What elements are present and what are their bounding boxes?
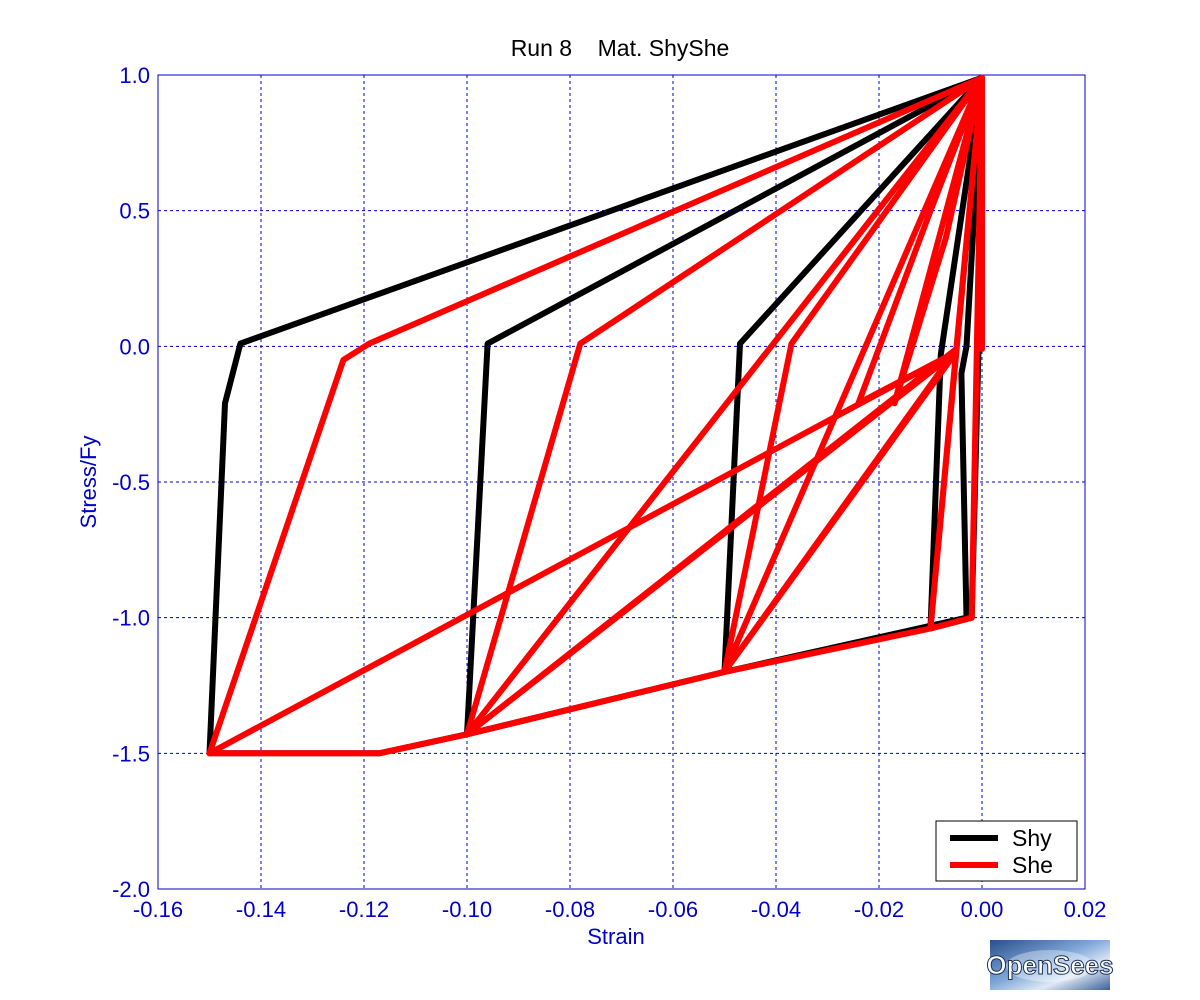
y-tick-label: -1.5 xyxy=(112,741,150,766)
series-line-shy xyxy=(206,74,985,757)
legend-label-she: She xyxy=(1012,852,1053,878)
y-tick-labels: 1.0 0.5 0.0 -0.5 -1.0 -1.5 -2.0 xyxy=(112,63,150,902)
legend-label-shy: Shy xyxy=(1012,825,1052,851)
chart-title: Run 8 Mat. ShyShe xyxy=(511,35,730,61)
series-lines xyxy=(206,74,985,757)
x-tick-label: -0.06 xyxy=(648,897,698,922)
x-tick-label: 0.02 xyxy=(1064,897,1107,922)
y-tick-label: -0.5 xyxy=(112,470,150,495)
y-tick-label: 0.0 xyxy=(119,334,150,359)
opensees-logo: OpenSees xyxy=(986,940,1114,990)
logo-text: OpenSees xyxy=(986,950,1113,980)
y-tick-label: 0.5 xyxy=(119,199,150,224)
x-tick-label: -0.10 xyxy=(442,897,492,922)
y-tick-label: -2.0 xyxy=(112,877,150,902)
plot-frame xyxy=(157,74,1086,890)
x-axis-label: Strain xyxy=(587,924,644,949)
x-tick-labels: -0.16 -0.14 -0.12 -0.10 -0.08 -0.06 -0.04 -0.02… xyxy=(133,897,1106,922)
y-axis-label: Stress/Fy xyxy=(76,436,101,529)
series-line-she-envelope xyxy=(206,614,975,757)
x-tick-label: -0.16 xyxy=(133,897,183,922)
legend-box xyxy=(935,820,1078,882)
x-tick-label: -0.08 xyxy=(545,897,595,922)
x-tick-label: -0.12 xyxy=(339,897,389,922)
x-tick-label: -0.02 xyxy=(854,897,904,922)
legend: Shy She xyxy=(935,820,1078,882)
series-line-she xyxy=(206,74,985,757)
x-tick-label: -0.14 xyxy=(236,897,286,922)
x-tick-label: -0.04 xyxy=(751,897,801,922)
y-tick-label: 1.0 xyxy=(119,63,150,88)
x-tick-label: 0.00 xyxy=(961,897,1004,922)
y-tick-label: -1.0 xyxy=(112,606,150,631)
